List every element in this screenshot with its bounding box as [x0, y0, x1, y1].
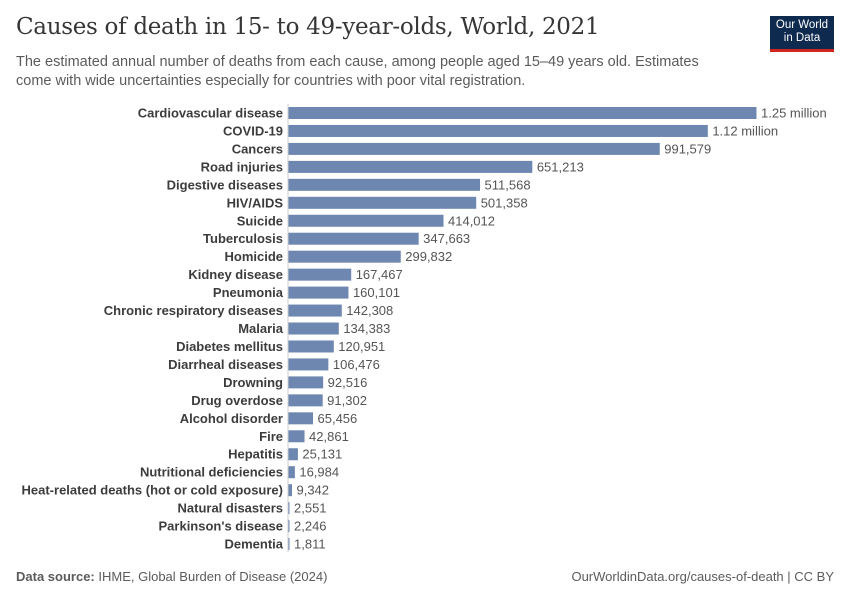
value-label: 501,358: [481, 195, 528, 210]
category-label: Digestive diseases: [167, 177, 283, 192]
category-label: Hepatitis: [228, 447, 283, 462]
bar[interactable]: [288, 502, 290, 515]
category-label: Natural disasters: [178, 501, 284, 516]
category-label: COVID-19: [223, 123, 283, 138]
value-label: 142,308: [346, 303, 393, 318]
value-label: 167,467: [356, 267, 403, 282]
value-label: 120,951: [338, 339, 385, 354]
bar[interactable]: [288, 214, 444, 227]
bar[interactable]: [288, 268, 352, 281]
value-label: 347,663: [423, 231, 470, 246]
bar[interactable]: [288, 466, 295, 479]
category-label: Kidney disease: [188, 267, 283, 282]
credit-link[interactable]: OurWorldinData.org/causes-of-death | CC …: [571, 569, 834, 584]
value-label: 1,811: [294, 537, 326, 552]
bar[interactable]: [288, 232, 419, 245]
source-label: Data source:: [16, 569, 95, 584]
bar[interactable]: [288, 430, 305, 443]
category-label: Diarrheal diseases: [168, 357, 283, 372]
value-label: 65,456: [318, 411, 358, 426]
category-label: Drug overdose: [191, 393, 283, 408]
bar[interactable]: [288, 160, 533, 173]
value-label: 299,832: [405, 249, 452, 264]
chart-title: Causes of death in 15- to 49-year-olds, …: [16, 14, 600, 40]
value-label: 106,476: [333, 357, 380, 372]
value-label: 991,579: [664, 141, 711, 156]
bar[interactable]: [288, 484, 292, 497]
bar[interactable]: [288, 142, 660, 155]
bar[interactable]: [288, 286, 349, 299]
value-label: 1.12 million: [712, 123, 778, 138]
category-label: Tuberculosis: [203, 231, 283, 246]
value-label: 91,302: [327, 393, 367, 408]
bar[interactable]: [288, 340, 334, 353]
bar[interactable]: [288, 107, 757, 119]
bar[interactable]: [288, 124, 708, 137]
category-label: Alcohol disorder: [180, 411, 283, 426]
category-label: Diabetes mellitus: [176, 339, 283, 354]
category-label: Drowning: [223, 375, 283, 390]
category-label: Suicide: [237, 213, 283, 228]
bar[interactable]: [288, 538, 290, 551]
category-label: Fire: [259, 429, 283, 444]
bar[interactable]: [288, 394, 323, 407]
category-label: Cardiovascular disease: [138, 106, 283, 121]
bar[interactable]: [288, 412, 314, 425]
value-label: 134,383: [343, 321, 390, 336]
value-label: 16,984: [299, 465, 339, 480]
value-label: 25,131: [302, 447, 342, 462]
source-text: IHME, Global Burden of Disease (2024): [98, 569, 328, 584]
category-label: Homicide: [224, 249, 283, 264]
chart-subtitle: The estimated annual number of deaths fr…: [16, 54, 699, 89]
value-label: 2,246: [294, 519, 327, 534]
logo-text: Our World in Data: [775, 19, 829, 44]
bar[interactable]: [288, 304, 342, 317]
category-label: Parkinson's disease: [159, 519, 284, 534]
category-label: Pneumonia: [213, 285, 284, 300]
category-label: Malaria: [238, 321, 284, 336]
category-label: HIV/AIDS: [227, 195, 284, 210]
value-label: 1.25 million: [761, 106, 827, 121]
category-label: Road injuries: [201, 159, 283, 174]
bar[interactable]: [288, 196, 477, 209]
value-label: 2,551: [294, 501, 327, 516]
value-label: 42,861: [309, 429, 349, 444]
value-label: 414,012: [448, 213, 495, 228]
bar[interactable]: [288, 520, 290, 533]
bar[interactable]: [288, 250, 401, 263]
bar[interactable]: [288, 178, 481, 191]
category-label: Chronic respiratory diseases: [104, 303, 283, 318]
bar[interactable]: [288, 376, 324, 389]
value-label: 92,516: [328, 375, 368, 390]
bar[interactable]: [288, 448, 298, 461]
category-label: Dementia: [224, 537, 283, 552]
category-label: Nutritional deficiencies: [140, 465, 283, 480]
owid-logo[interactable]: Our World in Data: [770, 16, 834, 52]
bar[interactable]: [288, 322, 339, 335]
value-label: 160,101: [353, 285, 400, 300]
data-source: Data source: IHME, Global Burden of Dise…: [16, 569, 327, 584]
category-label: Cancers: [232, 141, 283, 156]
value-label: 651,213: [537, 159, 584, 174]
bar[interactable]: [288, 358, 329, 371]
value-label: 9,342: [296, 483, 329, 498]
category-label: Heat-related deaths (hot or cold exposur…: [22, 483, 284, 498]
value-label: 511,568: [485, 177, 531, 192]
